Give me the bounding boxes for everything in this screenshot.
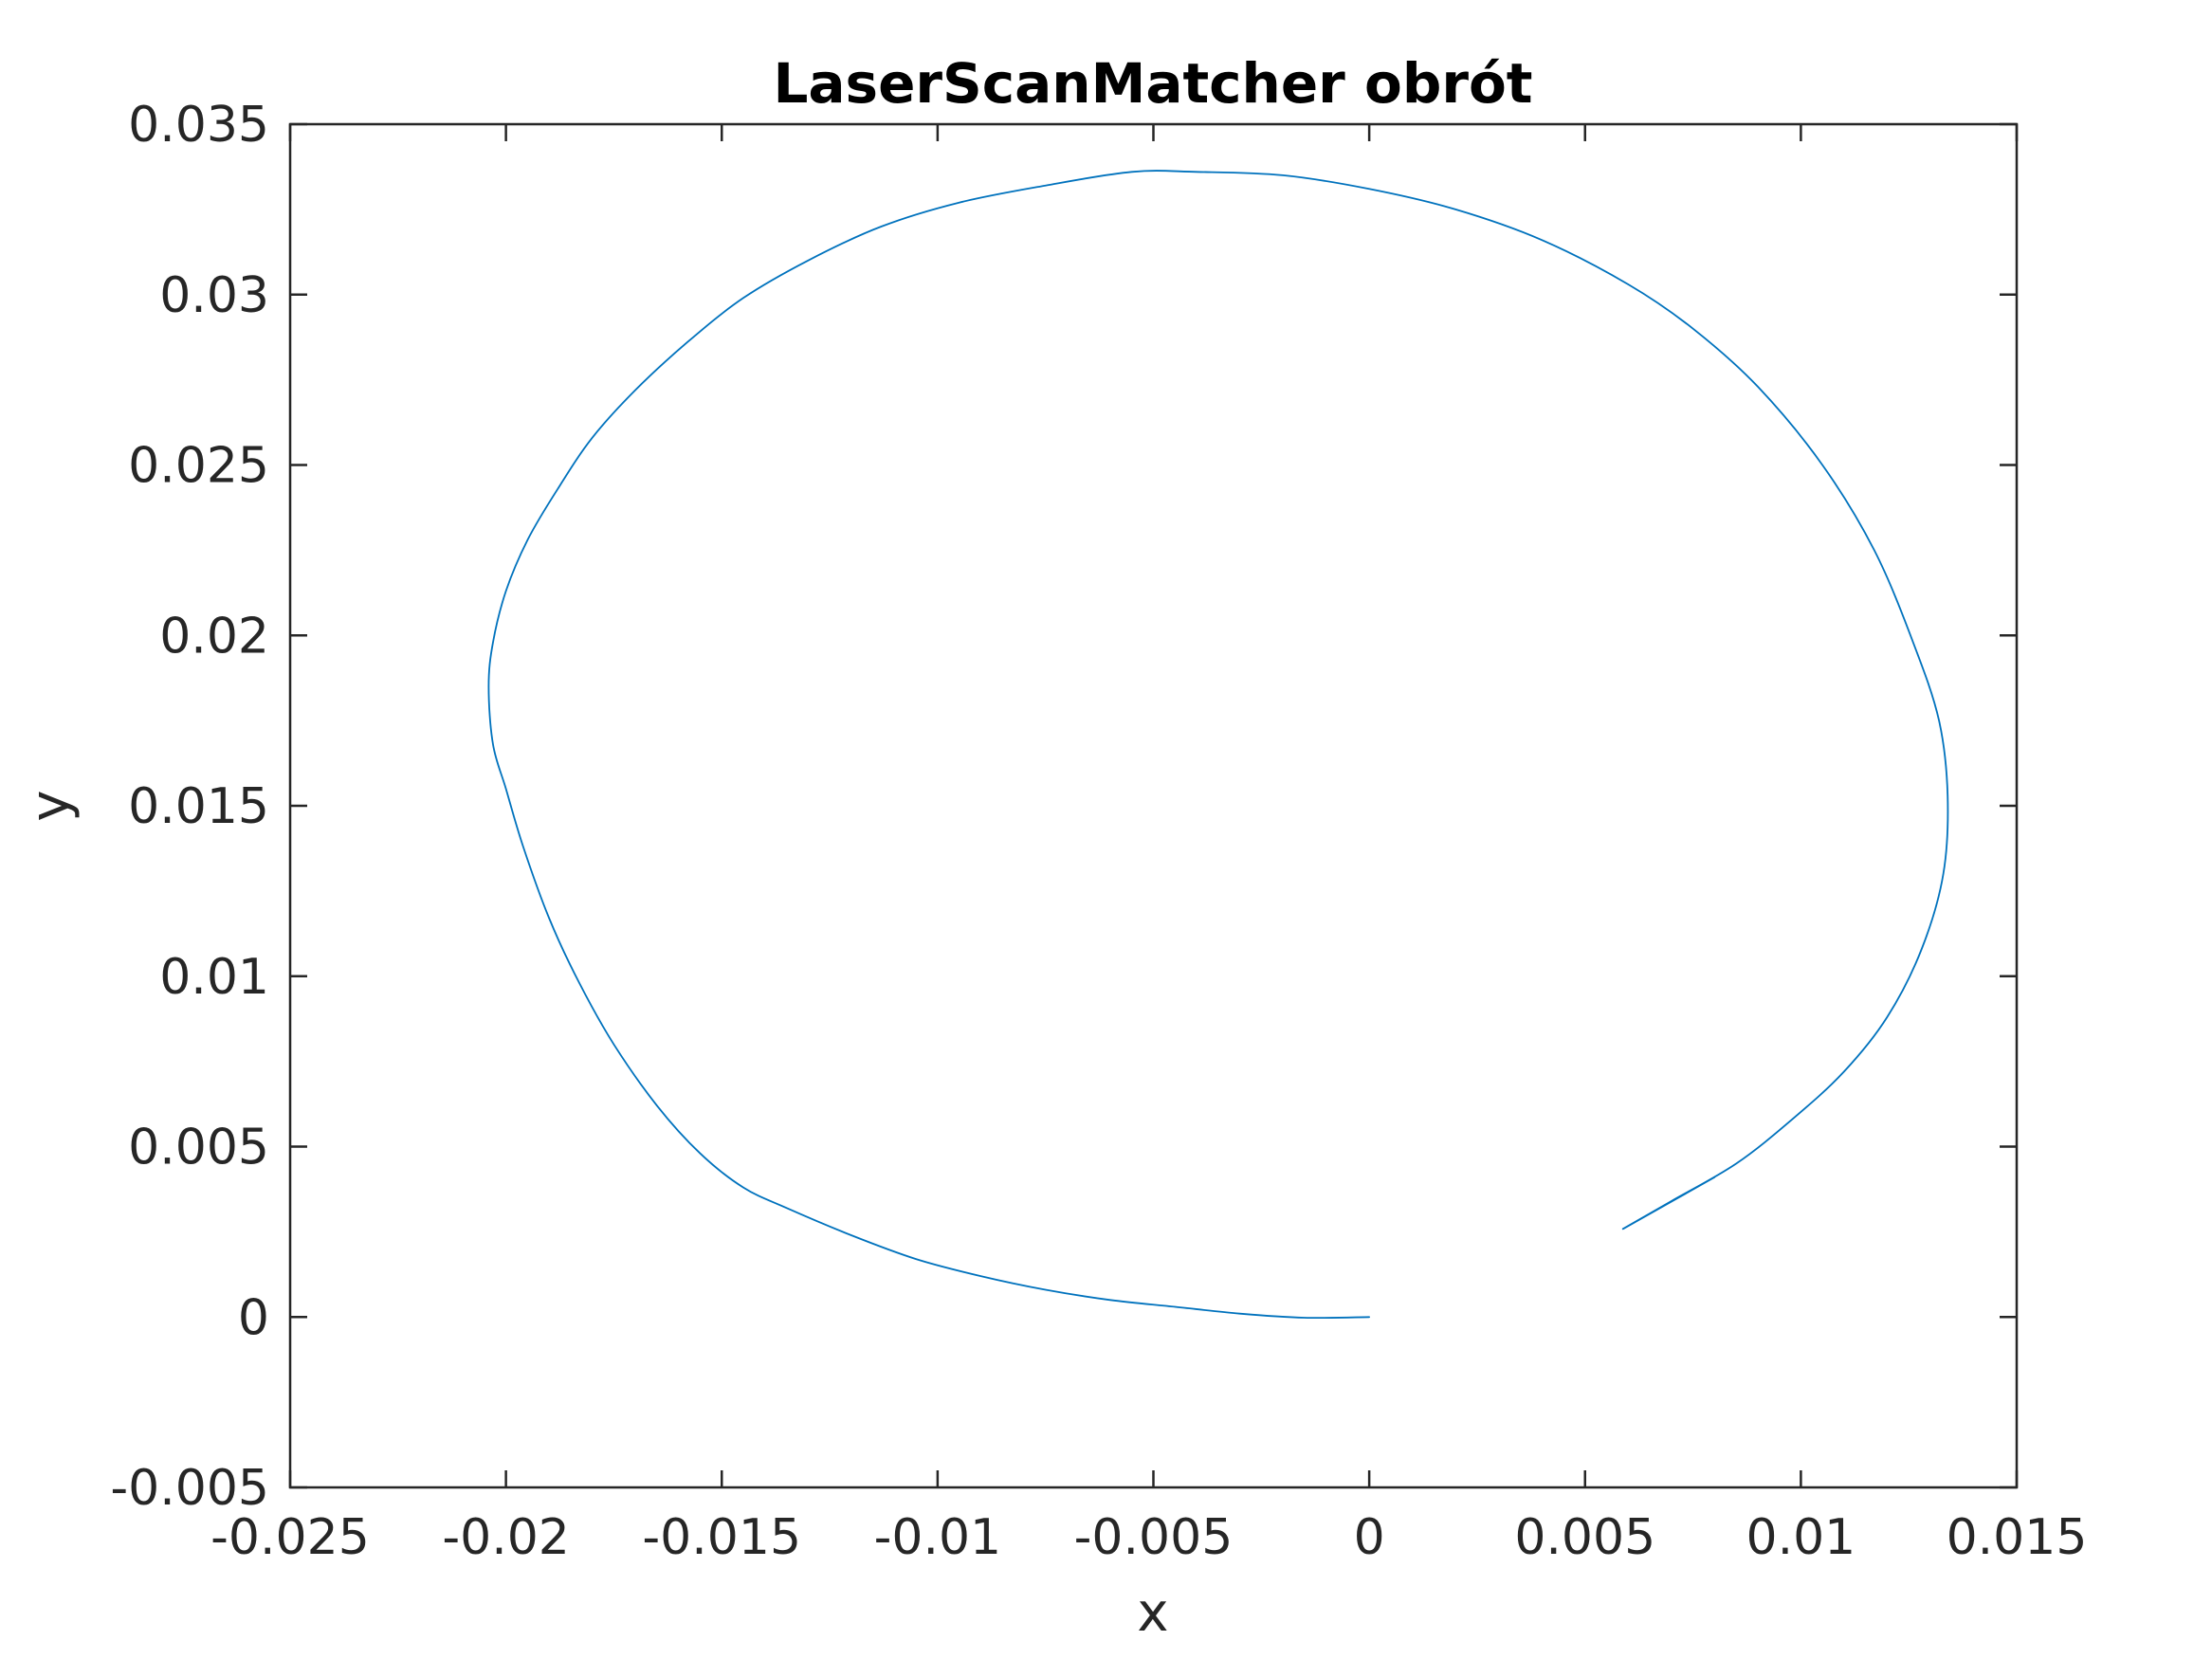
series-line: [487, 170, 1949, 1320]
x-tick-label: 0.01: [1746, 1509, 1856, 1566]
tick-labels: -0.025 -0.02 -0.015 -0.01 -0.005 0 0.005 0.01 0.…: [110, 97, 2087, 1566]
x-tick-label: 0: [1354, 1509, 1385, 1566]
y-tick-label: 0: [238, 1289, 269, 1346]
x-tick-label: -0.01: [874, 1509, 1002, 1566]
y-tick-label: 0.005: [128, 1120, 269, 1176]
y-tick-label: 0.03: [159, 267, 269, 324]
x-tick-label: -0.005: [1074, 1509, 1234, 1566]
x-tick-label: -0.025: [210, 1509, 370, 1566]
y-tick-label: 0.01: [159, 949, 269, 1006]
y-tick-label: 0.035: [128, 97, 269, 154]
x-tick-label: -0.015: [642, 1509, 801, 1566]
plot-area: [290, 124, 2017, 1487]
plot-frame: [288, 122, 2019, 1489]
chart-title: LaserScanMatcher obrót: [773, 51, 1532, 116]
x-tick-label: -0.02: [442, 1509, 570, 1566]
x-tick-label: 0.005: [1514, 1509, 1655, 1566]
y-tick-label: 0.02: [159, 608, 269, 665]
y-axis-label: y: [20, 790, 82, 821]
y-tick-label: 0.015: [128, 778, 269, 835]
x-axis-label: x: [1137, 1582, 1168, 1644]
x-tick-label: 0.015: [1947, 1509, 2088, 1566]
y-tick-label: -0.005: [110, 1460, 269, 1517]
y-tick-label: 0.025: [128, 438, 269, 495]
